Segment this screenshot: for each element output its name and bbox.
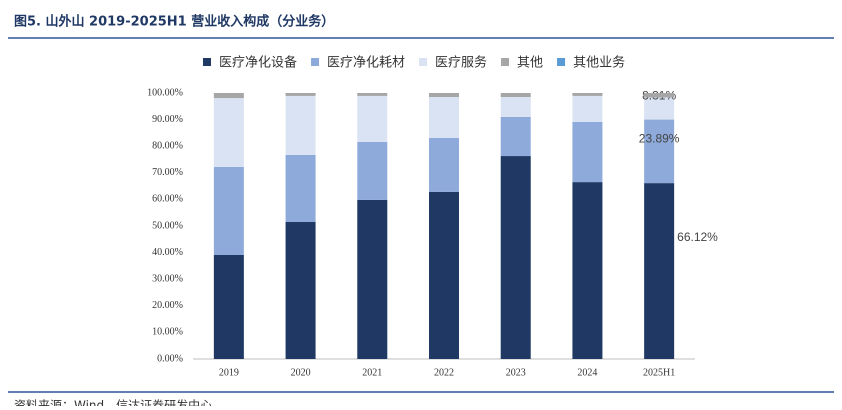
x-tick-label: 2024 xyxy=(577,367,597,378)
legend-swatch xyxy=(501,58,510,66)
y-tick-label: 20.00% xyxy=(152,300,183,311)
bar-segment xyxy=(357,95,388,142)
bar-segment xyxy=(500,93,531,97)
bar-segment xyxy=(572,95,603,122)
legend-swatch xyxy=(419,58,428,66)
y-tick-label: 100.00% xyxy=(147,87,183,98)
chart-title: 图5. 山外山 2019-2025H1 营业收入构成（分业务） xyxy=(14,14,334,30)
x-tick-label: 2022 xyxy=(434,367,454,378)
bar-segment xyxy=(429,96,459,138)
x-tick-label: 2020 xyxy=(291,367,311,378)
x-tick-label: 2025H1 xyxy=(643,367,675,378)
bar-segment xyxy=(572,182,603,359)
bar-segment xyxy=(285,95,316,155)
legend-swatch xyxy=(557,58,566,66)
bar-segment xyxy=(213,93,244,99)
bar-segment xyxy=(644,183,675,359)
legend-swatch xyxy=(203,58,211,66)
bar-segment xyxy=(213,98,244,167)
legend-label: 医疗净化设备 xyxy=(219,55,297,71)
x-tick-label: 2021 xyxy=(362,367,382,378)
bar-segment xyxy=(644,119,675,184)
bar-segment xyxy=(500,156,531,359)
bar-segment xyxy=(213,166,244,255)
bar-segment xyxy=(429,93,459,97)
y-tick-label: 80.00% xyxy=(152,140,183,151)
y-tick-label: 0.00% xyxy=(157,353,183,364)
bar-segment xyxy=(644,97,675,120)
legend-label: 其他 xyxy=(517,56,543,71)
legend-swatch xyxy=(311,58,320,66)
bar-segment xyxy=(429,191,459,359)
x-tick-label: 2023 xyxy=(506,367,526,378)
x-tick-label: 2019 xyxy=(219,367,239,378)
bar-segment xyxy=(285,222,316,359)
bar-segment xyxy=(357,199,388,359)
y-tick-label: 70.00% xyxy=(152,167,183,178)
bar-segment xyxy=(500,96,531,117)
legend-label: 医疗净化耗材 xyxy=(327,56,405,71)
y-tick-label: 90.00% xyxy=(152,114,183,125)
bar-segment xyxy=(357,93,388,96)
data-label: 23.89% xyxy=(639,132,680,146)
data-label: 66.12% xyxy=(677,230,718,244)
bar-segment xyxy=(285,154,316,223)
legend-label: 医疗服务 xyxy=(435,55,487,71)
bar-segment xyxy=(285,93,316,96)
source-note: 资料来源：Wind，信达证券研发中心 xyxy=(14,398,212,407)
y-tick-label: 60.00% xyxy=(152,194,183,205)
y-tick-label: 50.00% xyxy=(152,220,183,231)
y-tick-label: 40.00% xyxy=(152,247,183,258)
legend-label: 其他业务 xyxy=(573,55,625,71)
bar-segment xyxy=(357,141,388,200)
bar-segment xyxy=(644,93,675,98)
bar-segment xyxy=(500,116,531,157)
y-tick-label: 30.00% xyxy=(152,273,183,284)
bar-segment xyxy=(572,121,603,183)
y-tick-label: 10.00% xyxy=(152,327,183,338)
bar-segment xyxy=(213,254,244,359)
bar-segment xyxy=(429,137,459,192)
bar-segment xyxy=(572,93,603,96)
